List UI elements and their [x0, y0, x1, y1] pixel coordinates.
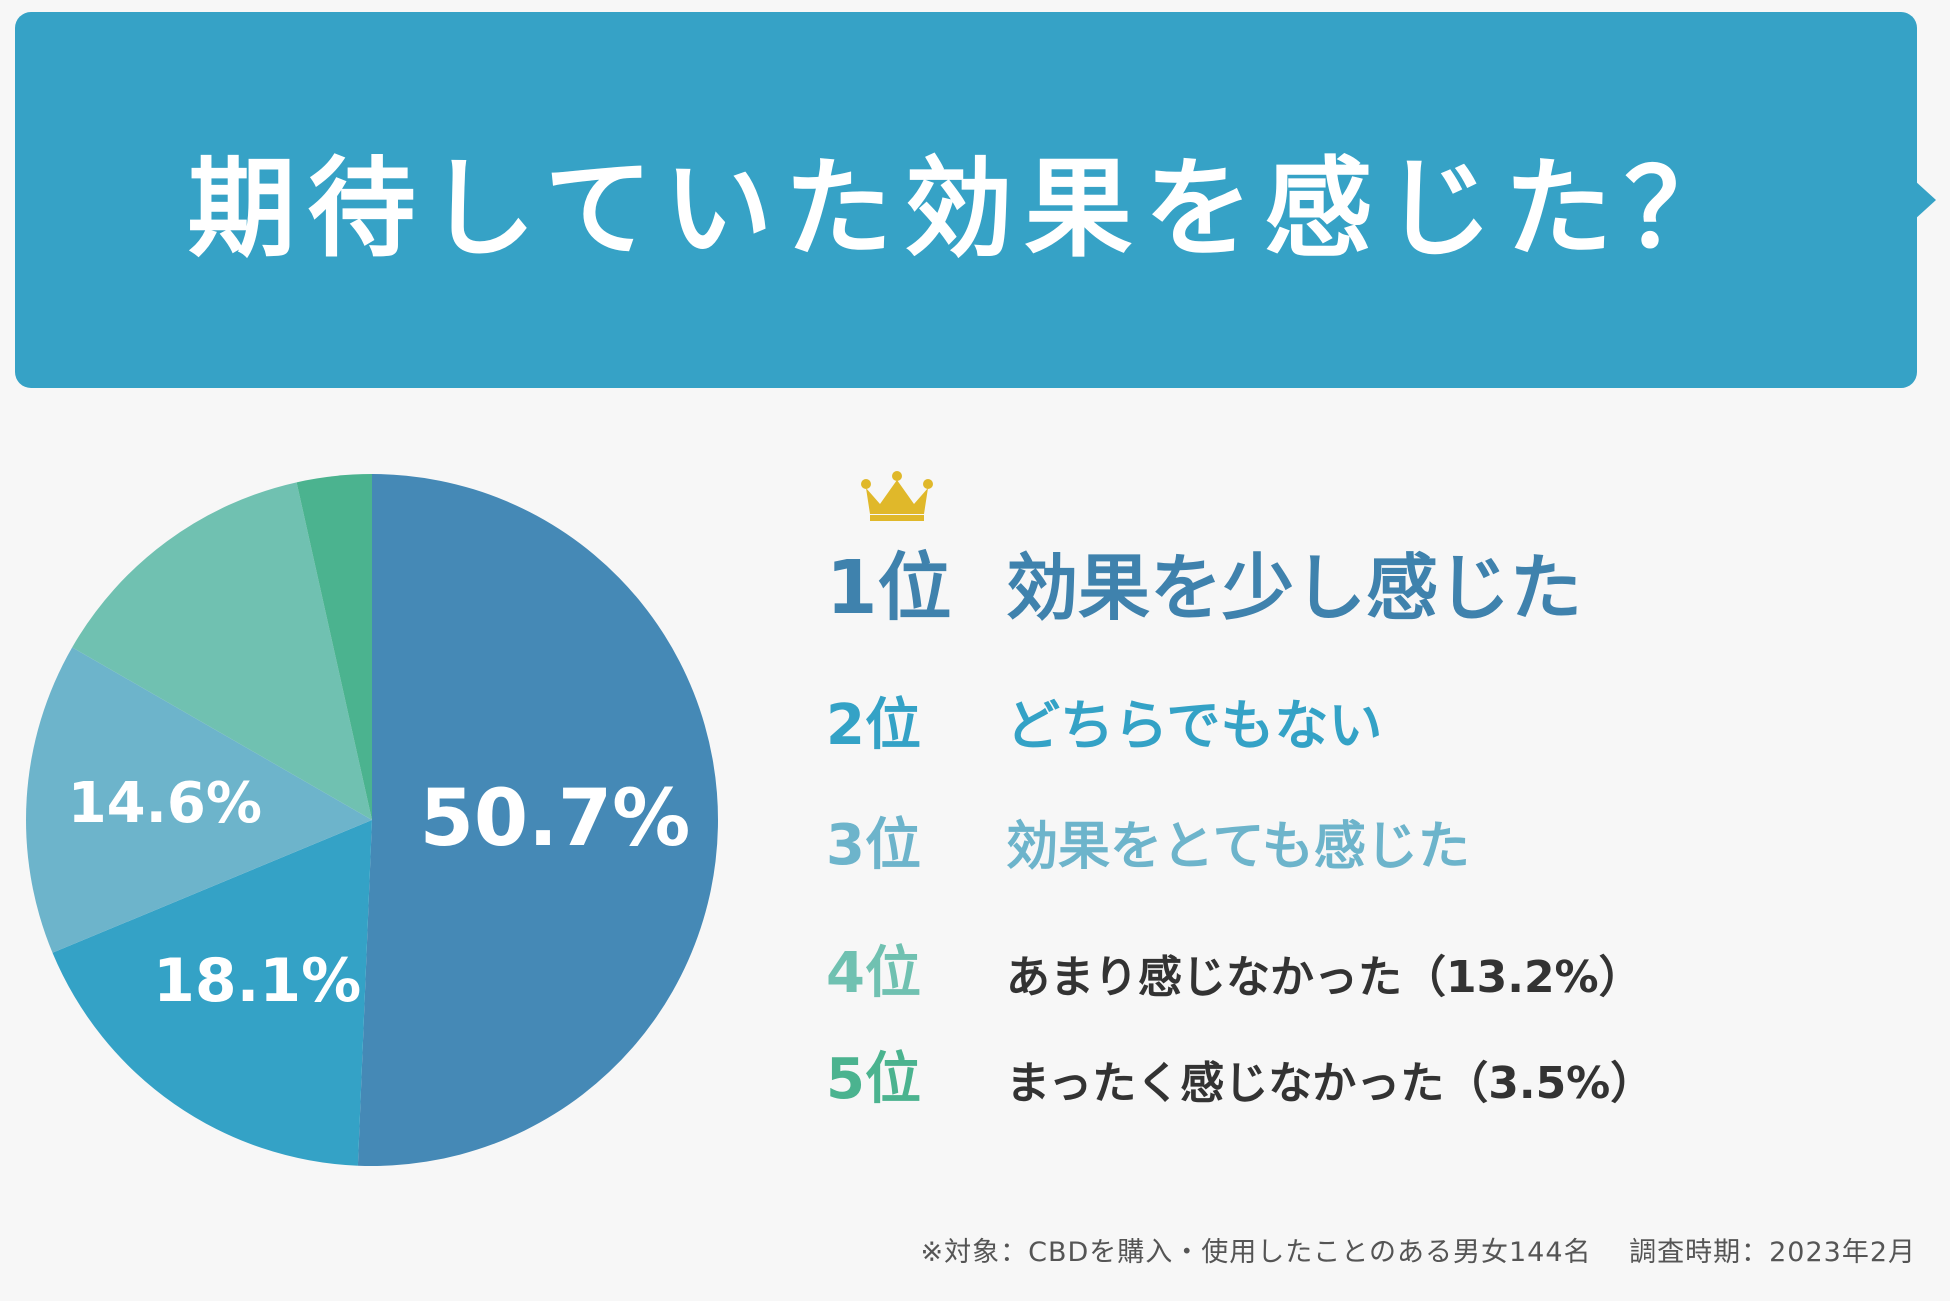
pie-label-2: 18.1% [153, 946, 361, 1016]
pie-slice-5 [296, 474, 372, 820]
rank-row-2: 2位 どちらでもない [826, 680, 1382, 761]
rank-number: 2位 [826, 693, 921, 758]
rank-row-1: 1位 効果を少し感じた [826, 528, 1582, 635]
banner-arrow-tip [1914, 180, 1936, 220]
rank-number: 1位 [826, 545, 952, 631]
rank-number: 3位 [826, 813, 921, 878]
crown-icon [861, 471, 933, 521]
title-banner [15, 12, 1917, 388]
rank-number: 4位 [826, 941, 921, 1006]
rank-label: 効果を少し感じた [1006, 546, 1583, 630]
survey-footnote: ※対象：CBDを購入・使用したことのある男女144名 調査時期：2023年2月 [920, 1237, 1916, 1268]
rank-number: 5位 [826, 1047, 921, 1112]
rank-row-4: 4位 あまり感じなかった（13.2%） [826, 928, 1643, 1009]
rank-label: あまり感じなかった（13.2%） [1006, 952, 1643, 1003]
pie-chart: 50.7% 18.1% 14.6% [25, 474, 719, 1166]
rank-label: どちらでもない [1006, 694, 1383, 757]
pie-label-1: 50.7% [420, 774, 691, 864]
rank-label: まったく感じなかった（3.5%） [1006, 1058, 1655, 1109]
page-title: 期待していた効果を感じた？ [187, 147, 1745, 272]
pie-slice-1 [357, 474, 719, 1166]
pie-slice-2 [52, 820, 372, 1166]
rank-label: 効果をとても感じた [1006, 817, 1470, 877]
pie-slice-3 [25, 647, 372, 953]
pie-slice-4 [72, 482, 373, 820]
rank-row-3: 3位 効果をとても感じた [826, 800, 1470, 881]
rank-row-5: 5位 まったく感じなかった（3.5%） [826, 1034, 1654, 1115]
pie-label-3: 14.6% [68, 771, 262, 836]
